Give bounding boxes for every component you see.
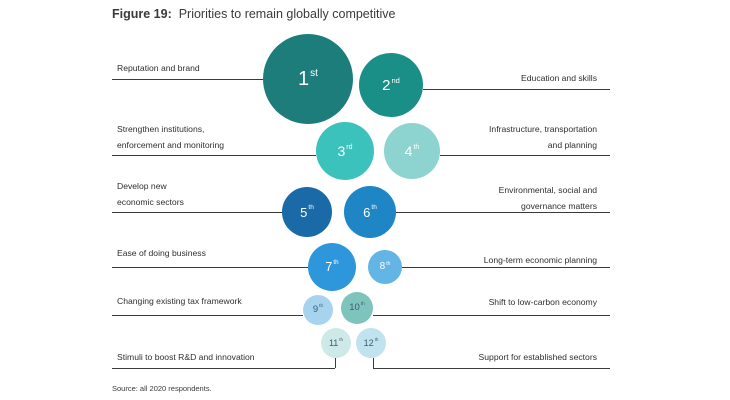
priority-6-connector-line [396,212,610,213]
priority-3-label-line: Strengthen institutions, [117,124,205,134]
priority-9-label-line: Changing existing tax framework [117,296,242,306]
figure-number: Figure 19: [112,7,172,21]
priority-11-label-line: Stimuli to boost R&D and innovation [117,352,255,362]
priority-5-connector-line [112,212,282,213]
priority-7-label-line: Ease of doing business [117,248,206,258]
priority-3-rank-suffix: rd [346,143,353,151]
priority-7-rank-suffix: th [333,259,339,267]
priority-4-rank-suffix: th [413,143,420,151]
priority-5-rank: 5 [300,204,308,220]
priority-4-label-line: and planning [547,140,597,150]
priority-11-connector-line [112,368,335,369]
priority-7-connector-line [112,267,308,268]
priority-8-rank-suffix: th [386,260,391,267]
priority-1-rank: 1 [298,68,310,90]
priority-6-label: Environmental, social and governance matt… [499,182,597,214]
priority-8-connector-line [402,267,610,268]
priority-2-rank: 2 [382,76,391,94]
priority-10-rank: 10 [349,302,360,314]
priority-8-label: Long-term economic planning [484,252,597,268]
priority-3-connector-line [112,155,316,156]
priority-11-rank: 11 [328,337,339,348]
priority-1-label: Reputation and brand [117,60,200,76]
priority-11-rank-suffix: th [339,337,344,343]
priority-9-connector-line [112,315,303,316]
priority-1-connector-line [112,79,263,80]
priority-5-rank-suffix: th [308,204,314,212]
priority-6-rank: 6 [363,204,371,220]
priority-7-label: Ease of doing business [117,245,206,261]
priority-9-rank: 9 [312,304,319,316]
priority-2-label: Education and skills [521,70,597,86]
priority-4-connector-line [440,155,610,156]
priority-12-connector-vertical [373,358,374,368]
priority-10-rank-suffix: th [360,302,365,308]
priority-8-label-line: Long-term economic planning [483,255,597,265]
priority-1-label-line: Reputation and brand [117,63,200,73]
priority-1-rank-suffix: st [310,67,318,79]
priority-9-rank-suffix: th [319,304,324,310]
priority-12-rank-suffix: th [374,337,379,343]
priority-6-label-line: Environmental, social and [498,185,597,195]
priority-11-connector-vertical [335,358,336,368]
priority-7-rank: 7 [325,259,333,274]
priority-3-label-line: enforcement and monitoring [117,140,225,150]
priority-4-rank: 4 [404,143,413,159]
priority-4-label-line: Infrastructure, transportation [489,124,597,134]
priority-5-label: Develop new economic sectors [117,178,184,210]
figure-title: Figure 19: Priorities to remain globally… [112,7,395,21]
priority-5-label-line: economic sectors [117,197,184,207]
priority-11-label: Stimuli to boost R&D and innovation [117,349,255,365]
priority-9-label: Changing existing tax framework [117,293,242,309]
priority-4-label: Infrastructure, transportation and planni… [489,121,597,153]
priority-10-label-line: Shift to low-carbon economy [488,297,597,307]
priority-2-rank-suffix: nd [391,76,400,86]
priority-5-label-line: Develop new [117,181,167,191]
priority-2-label-line: Education and skills [521,73,597,83]
priority-12-label-line: Support for established sectors [478,352,597,362]
priority-6-rank-suffix: th [371,204,377,212]
priority-2-connector-line [423,89,610,90]
priority-3-rank: 3 [337,143,346,159]
priority-10-label: Shift to low-carbon economy [489,294,597,310]
priority-3-label: Strengthen institutions, enforcement and … [117,121,224,153]
source-note: Source: all 2020 respondents. [112,384,212,393]
priority-12-connector-line [373,368,610,369]
priority-12-label: Support for established sectors [479,349,597,365]
priority-8-rank: 8 [379,261,386,272]
priority-10-connector-line [373,315,610,316]
priority-6-label-line: governance matters [521,201,597,211]
figure-title-text: Priorities to remain globally competitiv… [178,7,396,21]
priority-12-rank: 12 [363,337,374,348]
